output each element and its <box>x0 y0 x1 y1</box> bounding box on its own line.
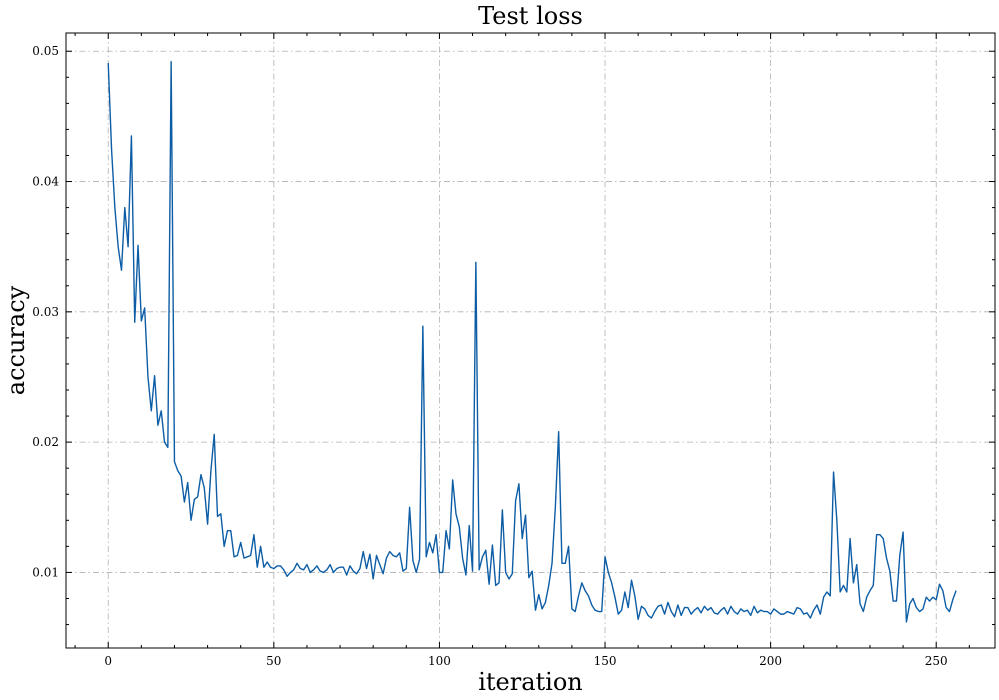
x-tick-label: 100 <box>428 654 451 668</box>
x-tick-label: 0 <box>104 654 112 668</box>
y-tick-label: 0.04 <box>32 175 59 189</box>
x-tick-label: 200 <box>759 654 782 668</box>
x-tick-label: 250 <box>925 654 948 668</box>
chart-title: Test loss <box>478 2 583 30</box>
series-line-test-loss <box>107 60 957 623</box>
y-axis-label: accuracy <box>2 285 30 395</box>
y-tick-label: 0.01 <box>32 565 59 579</box>
y-tick-label: 0.03 <box>32 305 59 319</box>
x-tick-label: 150 <box>594 654 617 668</box>
tick-layer: 0 50 100 150 200 250 0.01 0.02 0.03 0.04 0.05 <box>32 33 995 668</box>
grid-layer <box>66 33 995 648</box>
y-tick-label: 0.02 <box>32 435 59 449</box>
y-tick-label: 0.05 <box>32 44 59 58</box>
x-axis-label: iteration <box>478 668 583 696</box>
plot-frame <box>65 32 996 649</box>
x-tick-label: 50 <box>266 654 281 668</box>
